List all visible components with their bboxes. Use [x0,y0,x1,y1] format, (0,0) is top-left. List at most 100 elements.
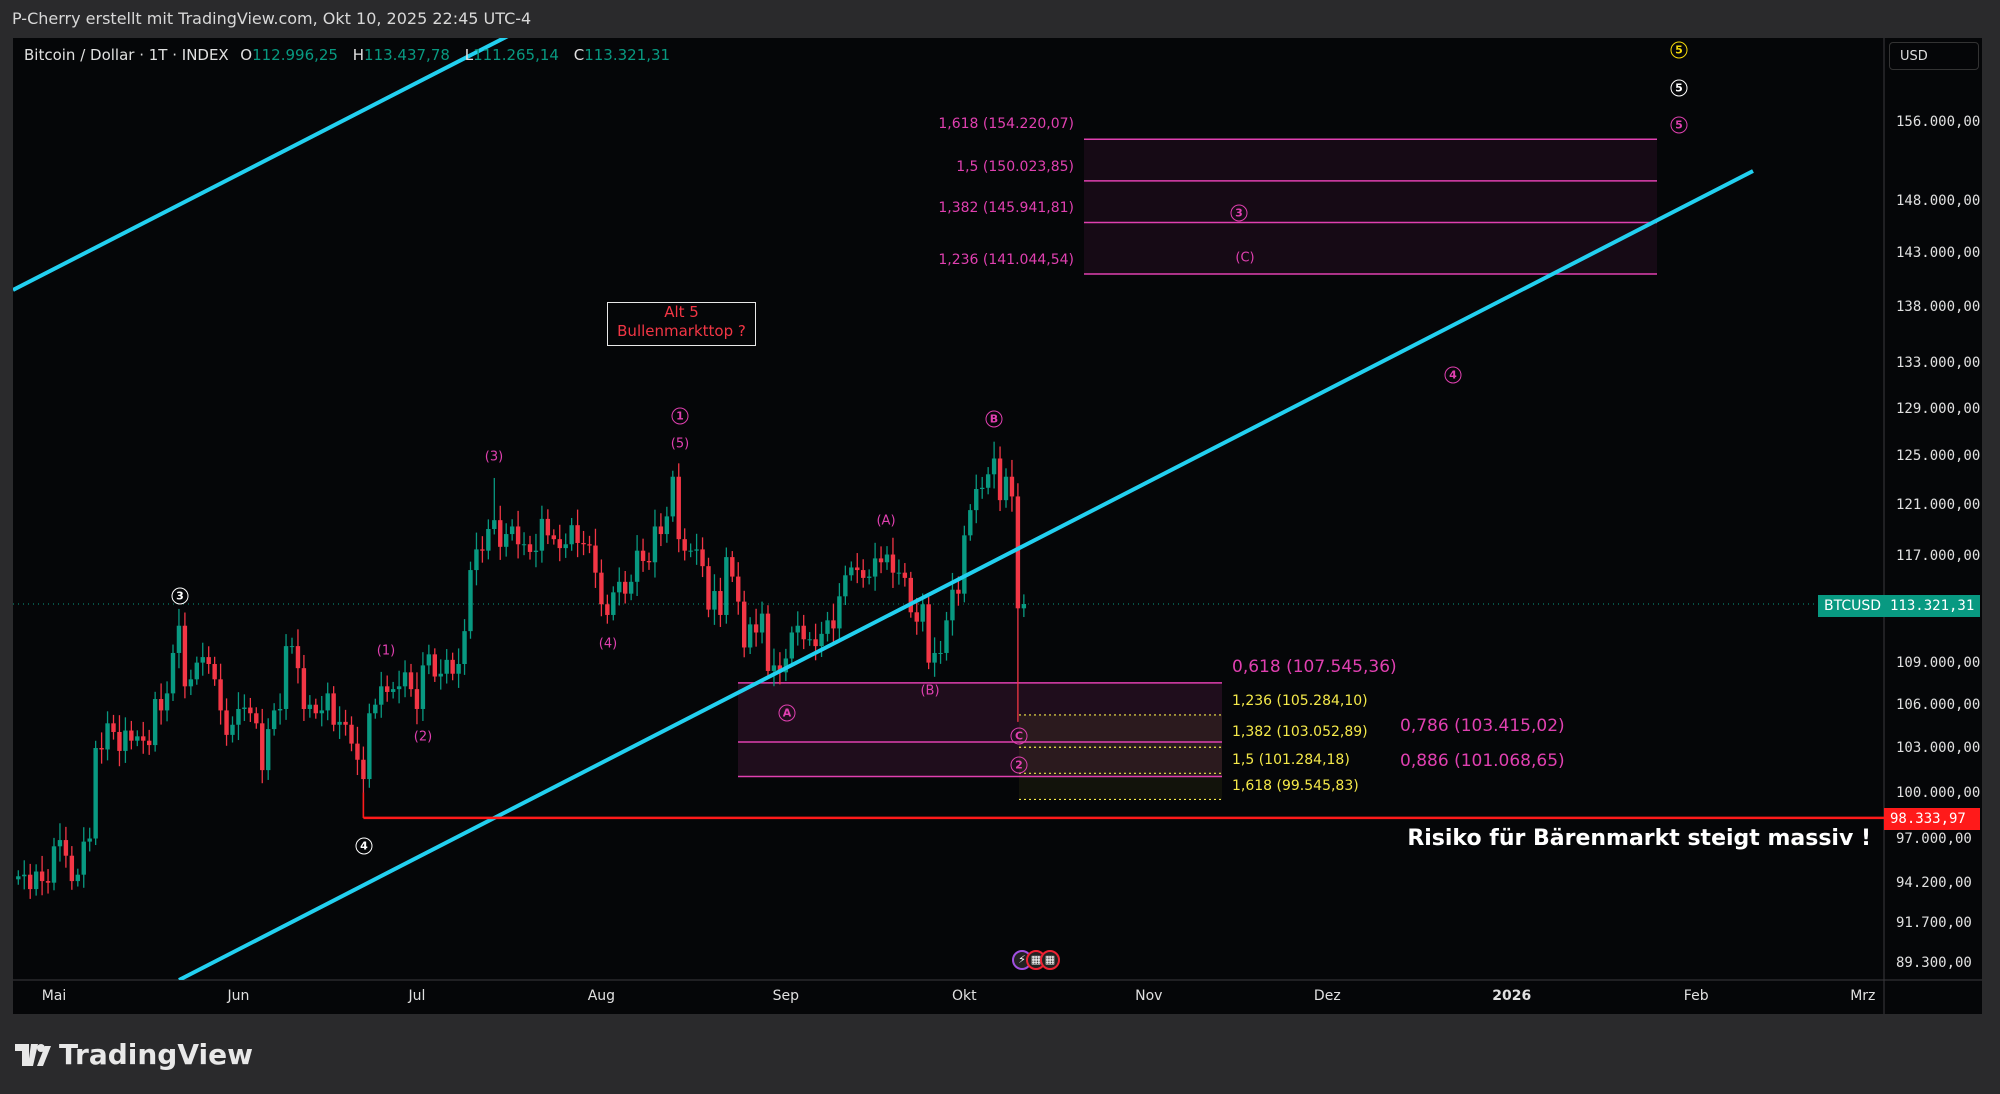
wave-label-1-circle[interactable]: 1 [671,407,689,425]
fib-yellow-label: 1,382 (103.052,89) [1232,724,1368,740]
candle-body [902,572,908,578]
candle-body [402,672,408,687]
candle [640,538,646,572]
candle-body [611,592,616,615]
us-flag-event-icon-2[interactable]: ▦ [1040,950,1060,970]
candle [81,827,86,888]
candle [135,730,140,747]
candle-body [260,723,265,771]
candle-body [509,526,515,535]
candle [420,652,426,721]
current-price-tag: 113.321,31 [1884,595,1980,617]
currency-selector[interactable]: USD [1889,42,1979,70]
wave-label-3-white[interactable]: 3 [171,587,189,605]
wave-label-c-upper[interactable]: (C) [1235,250,1255,266]
risk-annotation[interactable]: Risiko für Bärenmarkt steigt massiv ! [1407,826,1871,851]
candle-body [623,581,628,594]
candle-body [396,686,402,690]
wave-label-4-white[interactable]: 4 [355,837,373,855]
candle-body [28,874,33,890]
candle-body [795,625,800,633]
candle-body [736,576,741,602]
price-axis-label: 121.000,00 [1896,497,1981,514]
candle [468,561,473,639]
tradingview-logo[interactable]: TradingView [15,1038,253,1071]
candle [45,869,51,894]
candle-body [926,604,931,663]
wave-label-paren-2[interactable]: (2) [413,729,433,745]
candle-body [170,652,176,694]
candle [218,663,223,725]
fib-yellow-label: 1,618 (99.545,83) [1232,778,1359,794]
candle [771,648,777,687]
candle [831,603,836,644]
wave-label-paren-a[interactable]: (A) [876,513,896,529]
fib-lower-label: 0,618 (107.545,36) [1232,657,1397,677]
candle-body [646,560,652,563]
candle [1009,459,1015,512]
candle-body [105,723,110,750]
candle [628,574,634,601]
candle-body [658,526,664,535]
price-axis-label: 138.000,00 [1896,298,1981,315]
candle [426,644,432,675]
candle [515,510,521,559]
candle [33,864,39,896]
wave-label-c-circle[interactable]: C [1010,727,1028,745]
alt5-annotation-box[interactable]: Alt 5 Bullenmarkttop ? [607,302,756,346]
candle [105,711,110,761]
wave-label-4-pink[interactable]: 4 [1444,366,1462,384]
candle-body [188,679,194,687]
candle [926,597,931,670]
candle [539,505,545,563]
price-axis-label: 148.000,00 [1896,193,1981,210]
time-axis-label: Sep [772,988,800,1004]
wave-label-3-pink[interactable]: 3 [1230,204,1248,222]
candle [212,656,217,686]
candle [872,542,878,591]
candle-body [688,550,693,552]
candle [69,846,75,890]
candle [295,629,301,684]
candle-body [628,581,634,594]
candle [730,551,735,583]
wave-label-5-pink[interactable]: 5 [1670,116,1688,134]
price-axis-label: 133.000,00 [1896,354,1981,371]
wave-label-b-circle[interactable]: B [985,410,1003,428]
candle [753,608,759,647]
attribution-text: P-Cherry erstellt mit TradingView.com, O… [12,9,532,28]
candle [164,681,170,722]
candle [93,740,98,846]
candle [777,652,783,685]
candle-body [908,577,913,613]
candle [402,660,408,698]
symbol-title[interactable]: Bitcoin / Dollar · 1T · INDEX [24,46,229,64]
wave-label-paren-4[interactable]: (4) [598,636,618,652]
candle-body [962,535,967,594]
wave-label-2-circle[interactable]: 2 [1010,756,1028,774]
candle-body [289,646,295,648]
candle-body [706,566,711,610]
candle [248,697,253,722]
time-axis-label: Mai [41,988,67,1004]
candle [932,637,937,677]
close-label: C [573,46,585,64]
economic-events[interactable]: ⚡ ▦ ▦ [1012,950,1060,970]
wave-label-paren-5[interactable]: (5) [670,436,690,452]
candle-body [504,534,509,547]
candle [236,692,241,741]
candle [170,644,176,701]
wave-label-a-circle[interactable]: A [778,704,796,722]
wave-label-paren-1[interactable]: (1) [376,643,396,659]
wave-label-paren-3[interactable]: (3) [484,449,504,465]
wave-label-5-yellow[interactable]: 5 [1670,41,1688,59]
candle-body [200,657,205,663]
candle [646,552,652,570]
wave-label-5-white[interactable]: 5 [1670,79,1688,97]
candle [242,694,247,721]
wave-label-paren-b[interactable]: (B) [920,683,940,699]
candle [801,614,806,650]
candle [337,706,342,739]
candle [325,682,330,721]
